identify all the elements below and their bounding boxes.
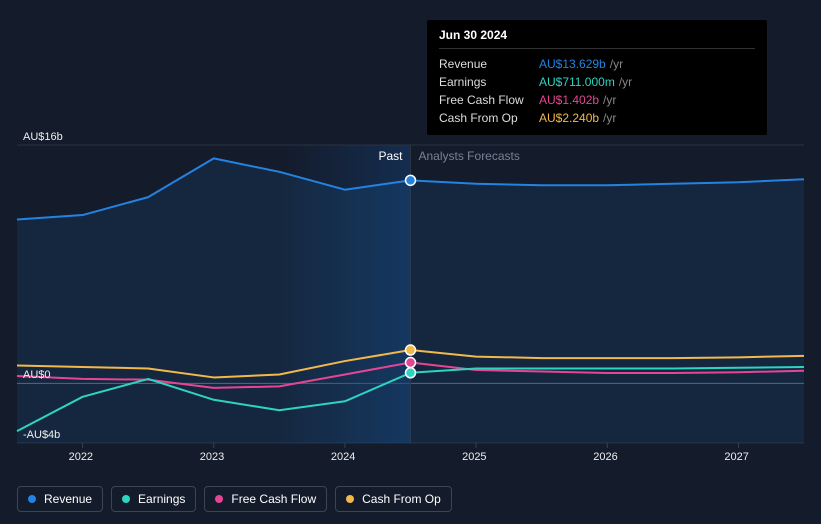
legend: Revenue Earnings Free Cash Flow Cash From O… bbox=[17, 486, 452, 512]
financials-chart: AU$16b AU$0 -AU$4b 2022 2023 2024 2025 2026 202… bbox=[0, 0, 821, 524]
y-tick-label: -AU$4b bbox=[23, 429, 60, 441]
marker-cash_from_op bbox=[406, 345, 416, 355]
tooltip-suffix: /yr bbox=[610, 57, 623, 71]
tooltip-value: AU$13.629b bbox=[539, 57, 606, 71]
legend-item-free-cash-flow[interactable]: Free Cash Flow bbox=[204, 486, 327, 512]
x-tick-label: 2027 bbox=[724, 451, 748, 463]
tooltip-value: AU$2.240b bbox=[539, 111, 599, 125]
past-section-label: Past bbox=[378, 149, 402, 163]
data-tooltip: Jun 30 2024 RevenueAU$13.629b/yrEarnings… bbox=[427, 20, 767, 135]
legend-dot-icon bbox=[346, 495, 354, 503]
tooltip-value: AU$711.000m bbox=[539, 75, 615, 89]
legend-label: Revenue bbox=[44, 492, 92, 506]
legend-item-revenue[interactable]: Revenue bbox=[17, 486, 103, 512]
marker-earnings bbox=[406, 368, 416, 378]
tooltip-label: Cash From Op bbox=[439, 111, 539, 125]
y-tick-label: AU$0 bbox=[23, 369, 51, 381]
legend-item-earnings[interactable]: Earnings bbox=[111, 486, 196, 512]
legend-item-cash-from-op[interactable]: Cash From Op bbox=[335, 486, 452, 512]
tooltip-suffix: /yr bbox=[603, 93, 616, 107]
forecast-section-label: Analysts Forecasts bbox=[419, 149, 520, 163]
x-tick-label: 2026 bbox=[593, 451, 617, 463]
x-tick-label: 2024 bbox=[331, 451, 355, 463]
legend-label: Free Cash Flow bbox=[231, 492, 316, 506]
tooltip-value: AU$1.402b bbox=[539, 93, 599, 107]
legend-dot-icon bbox=[28, 495, 36, 503]
tooltip-row: Free Cash FlowAU$1.402b/yr bbox=[439, 91, 755, 109]
tooltip-row: Cash From OpAU$2.240b/yr bbox=[439, 109, 755, 127]
tooltip-label: Earnings bbox=[439, 75, 539, 89]
tooltip-label: Revenue bbox=[439, 57, 539, 71]
tooltip-suffix: /yr bbox=[603, 111, 616, 125]
legend-label: Earnings bbox=[138, 492, 185, 506]
tooltip-row: EarningsAU$711.000m/yr bbox=[439, 73, 755, 91]
x-tick-label: 2023 bbox=[200, 451, 224, 463]
tooltip-date: Jun 30 2024 bbox=[439, 28, 755, 49]
marker-revenue bbox=[406, 175, 416, 185]
x-tick-label: 2022 bbox=[69, 451, 93, 463]
tooltip-label: Free Cash Flow bbox=[439, 93, 539, 107]
tooltip-suffix: /yr bbox=[619, 75, 632, 89]
legend-dot-icon bbox=[215, 495, 223, 503]
tooltip-row: RevenueAU$13.629b/yr bbox=[439, 55, 755, 73]
x-tick-label: 2025 bbox=[462, 451, 486, 463]
legend-label: Cash From Op bbox=[362, 492, 441, 506]
legend-dot-icon bbox=[122, 495, 130, 503]
y-tick-label: AU$16b bbox=[23, 131, 63, 143]
marker-free_cash_flow bbox=[406, 358, 416, 368]
